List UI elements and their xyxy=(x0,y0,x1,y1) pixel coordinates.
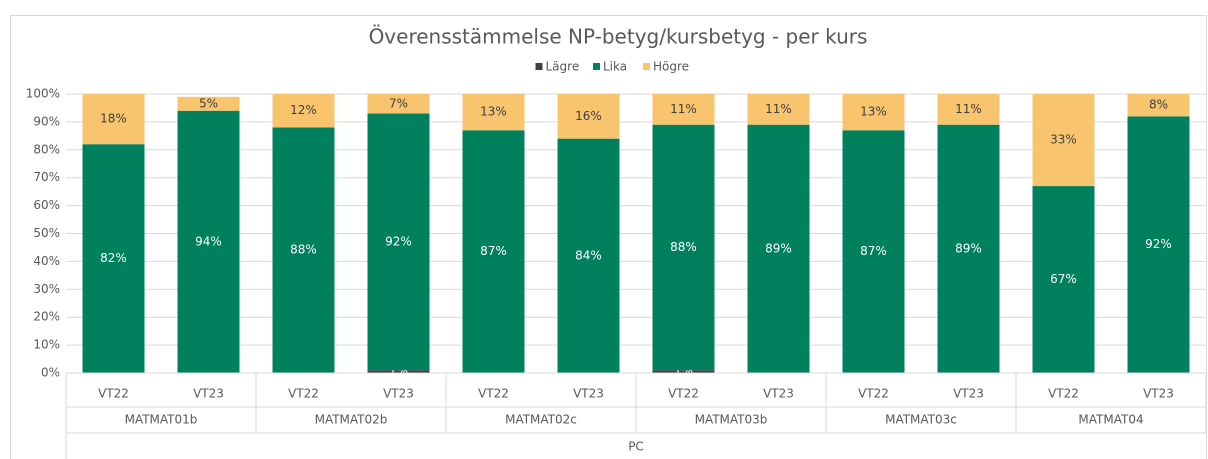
data-label: 11% xyxy=(955,102,982,116)
x-tick-label: VT23 xyxy=(193,387,224,401)
y-tick-label: 80% xyxy=(33,142,60,156)
data-label: 89% xyxy=(765,241,792,255)
y-tick-label: 60% xyxy=(33,198,60,212)
bar-segment xyxy=(367,94,430,114)
y-tick-label: 50% xyxy=(33,226,60,240)
bar-segment xyxy=(1032,94,1095,187)
x-tick-label: VT22 xyxy=(668,387,699,401)
group-label: MATMAT03c xyxy=(885,413,957,427)
y-tick-label: 100% xyxy=(26,87,60,101)
x-tick-label: VT23 xyxy=(953,387,984,401)
legend-label: Lägre xyxy=(546,60,580,74)
y-tick-label: 0% xyxy=(41,366,60,380)
data-label: 8% xyxy=(1149,98,1168,112)
data-label: 13% xyxy=(860,105,887,119)
data-label: 11% xyxy=(765,102,792,116)
group-label: MATMAT03b xyxy=(695,413,768,427)
bar-segment xyxy=(1127,116,1190,373)
bar-segment xyxy=(82,144,145,373)
bar-segment xyxy=(272,94,335,128)
group-label: MATMAT01b xyxy=(125,413,198,427)
bar-segment xyxy=(652,370,715,373)
bar-segment xyxy=(747,124,810,373)
data-label: 92% xyxy=(1145,237,1172,251)
bar-segment xyxy=(842,94,905,131)
bar-segment xyxy=(937,124,1000,373)
data-label: 88% xyxy=(290,243,317,257)
data-label: 12% xyxy=(290,103,317,117)
data-label: 33% xyxy=(1050,133,1077,147)
bar-segment xyxy=(177,96,240,111)
group-label: MATMAT04 xyxy=(1078,413,1143,427)
bar-segment xyxy=(1032,186,1095,373)
data-label: 92% xyxy=(385,234,412,248)
legend-label: Högre xyxy=(653,60,689,74)
data-label: 67% xyxy=(1050,272,1077,286)
bar-segment xyxy=(557,138,620,373)
legend-swatch xyxy=(593,63,600,70)
bar-segment xyxy=(937,94,1000,125)
bar-segment xyxy=(367,113,430,371)
data-label: 84% xyxy=(575,248,602,262)
bar-segment xyxy=(82,94,145,145)
chart-frame xyxy=(10,15,1207,459)
data-label: 87% xyxy=(860,244,887,258)
bar-segment xyxy=(652,124,715,371)
x-tick-label: VT23 xyxy=(763,387,794,401)
legend-swatch xyxy=(535,63,543,70)
data-label: 88% xyxy=(670,240,697,254)
x-tick-label: VT22 xyxy=(98,387,129,401)
bar-segment xyxy=(272,127,335,373)
bar-segment xyxy=(842,130,905,373)
x-tick-label: VT23 xyxy=(573,387,604,401)
x-tick-label: VT23 xyxy=(383,387,414,401)
chart-title: Överensstämmelse NP-betyg/kursbetyg - pe… xyxy=(369,25,868,49)
data-label: 13% xyxy=(480,105,507,119)
group-label: MATMAT02c xyxy=(505,413,577,427)
y-tick-label: 20% xyxy=(33,310,60,324)
y-tick-label: 30% xyxy=(33,282,60,296)
bar-segment xyxy=(747,94,810,125)
data-label: 94% xyxy=(195,234,222,248)
x-tick-label: VT22 xyxy=(858,387,889,401)
x-tick-label: VT22 xyxy=(478,387,509,401)
supergroup-label: PC xyxy=(628,440,644,454)
y-tick-label: 40% xyxy=(33,254,60,268)
bar-segment xyxy=(367,370,430,373)
data-label: 82% xyxy=(100,251,127,265)
data-label: 87% xyxy=(480,244,507,258)
data-label: 5% xyxy=(199,96,218,110)
y-tick-label: 70% xyxy=(33,170,60,184)
bar-segment xyxy=(652,94,715,125)
bar-segment xyxy=(462,94,525,131)
data-label: 18% xyxy=(100,112,127,126)
bar-segment xyxy=(177,110,240,374)
data-label: 89% xyxy=(955,241,982,255)
data-label: 16% xyxy=(575,109,602,123)
legend-label: Lika xyxy=(603,60,627,74)
group-label: MATMAT02b xyxy=(315,413,388,427)
data-label: 11% xyxy=(670,102,697,116)
legend-swatch xyxy=(643,63,650,70)
y-tick-label: 90% xyxy=(33,114,60,128)
x-tick-label: VT22 xyxy=(1048,387,1079,401)
bar-segment xyxy=(462,130,525,373)
bar-segment xyxy=(557,94,620,139)
x-tick-label: VT23 xyxy=(1143,387,1174,401)
bar-segment xyxy=(1127,94,1190,117)
x-tick-label: VT22 xyxy=(288,387,319,401)
data-label: 7% xyxy=(389,96,408,110)
y-tick-label: 10% xyxy=(33,338,60,352)
